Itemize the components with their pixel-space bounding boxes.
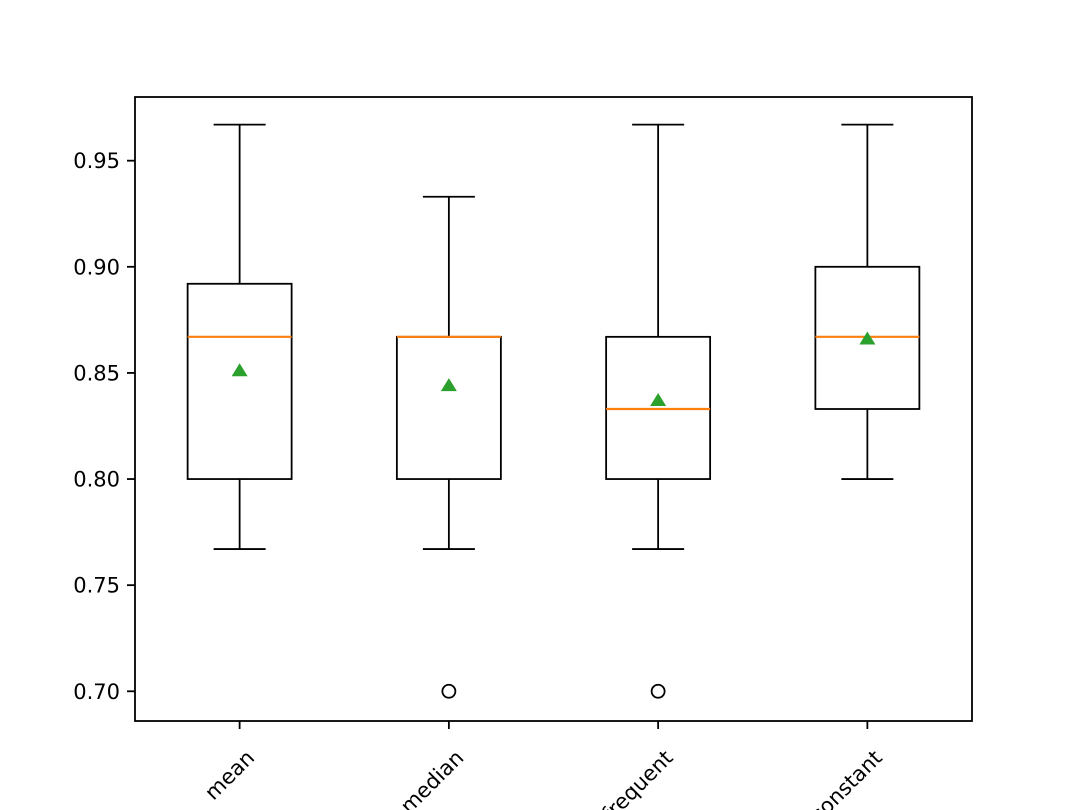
y-tick-label: 0.75 bbox=[73, 574, 120, 598]
box-mean bbox=[186, 282, 293, 480]
mean-marker bbox=[440, 378, 457, 392]
mean-marker bbox=[859, 331, 876, 345]
mean-marker bbox=[650, 393, 667, 407]
y-tick-label: 0.85 bbox=[73, 361, 120, 385]
y-tick-label: 0.70 bbox=[73, 680, 120, 704]
x-tick-label: mean bbox=[200, 746, 259, 805]
x-tick-label: constant bbox=[805, 746, 887, 810]
x-tick-label: median bbox=[396, 746, 469, 810]
box-median bbox=[395, 335, 502, 480]
x-tick-label: most_frequent bbox=[553, 746, 679, 810]
outlier-point bbox=[650, 683, 666, 699]
y-tick-label: 0.80 bbox=[73, 468, 120, 492]
outlier-point bbox=[441, 683, 457, 699]
y-tick-label: 0.95 bbox=[73, 149, 120, 173]
y-tick-label: 0.90 bbox=[73, 255, 120, 279]
mean-marker bbox=[231, 363, 248, 377]
